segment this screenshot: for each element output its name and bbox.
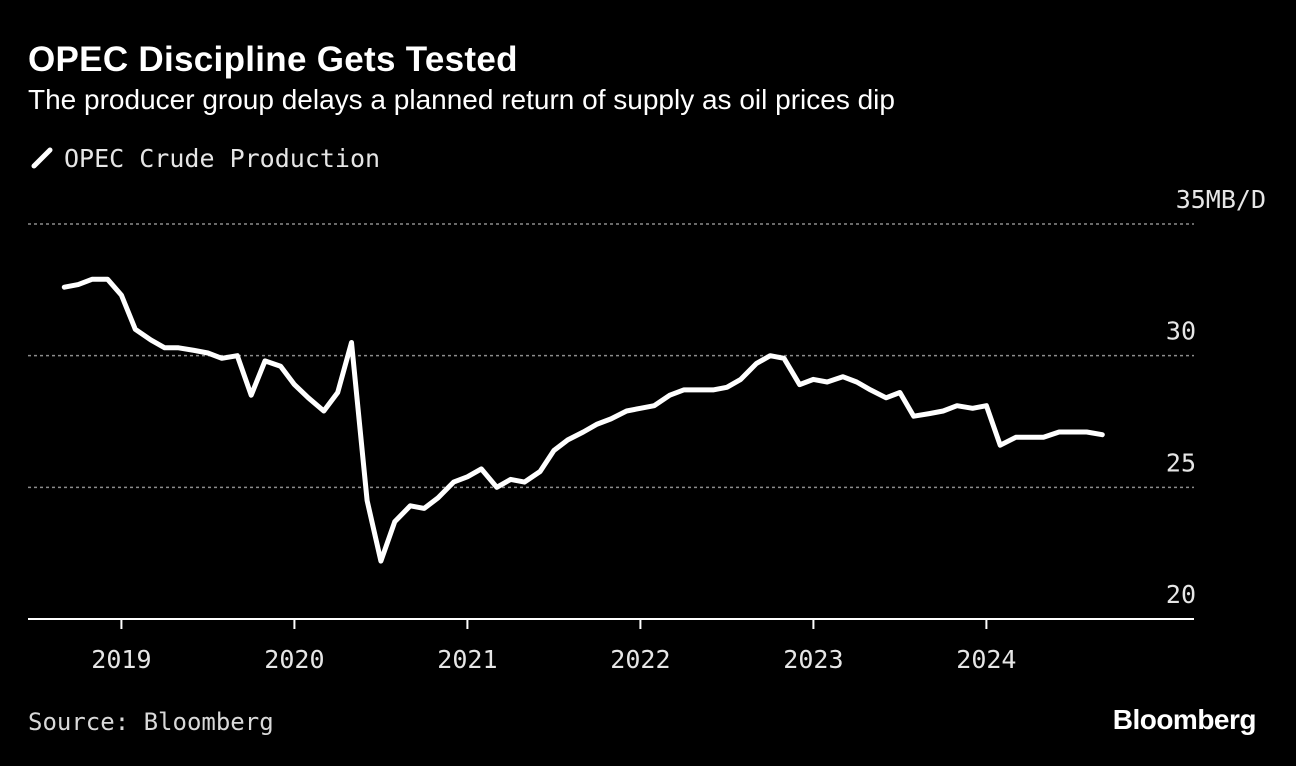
data-point (551, 448, 556, 453)
y-tick-label-35: 35MB/D (1176, 185, 1266, 214)
x-tick-label-2020: 2020 (264, 645, 324, 674)
data-point (349, 340, 354, 345)
data-point (1041, 435, 1046, 440)
data-point (782, 356, 787, 361)
series-line-opec-crude-production (61, 276, 1105, 564)
data-point (335, 390, 340, 395)
data-point (479, 466, 484, 471)
data-point (754, 361, 759, 366)
data-point (1013, 435, 1018, 440)
data-point (90, 277, 95, 282)
source-note: Source: Bloomberg (28, 708, 274, 736)
x-tick-label-2023: 2023 (783, 645, 843, 674)
data-point (162, 345, 167, 350)
legend-label: OPEC Crude Production (64, 143, 381, 173)
data-point (811, 377, 816, 382)
data-point (321, 409, 326, 414)
x-tick-label-2022: 2022 (610, 645, 670, 674)
data-point (797, 382, 802, 387)
data-point (105, 277, 110, 282)
data-point (76, 282, 81, 287)
data-point (840, 374, 845, 379)
x-axis-labels: 2019 2020 2021 2022 2023 2024 (91, 645, 1016, 674)
data-point (911, 414, 916, 419)
x-axis (28, 618, 1194, 629)
series-layer (61, 276, 1105, 564)
data-point (897, 390, 902, 395)
data-point (667, 393, 672, 398)
data-point (1070, 430, 1075, 435)
data-point (854, 380, 859, 385)
bloomberg-logo: Bloomberg (1112, 704, 1257, 735)
data-point (192, 348, 197, 353)
data-point (868, 387, 873, 392)
data-point (1100, 432, 1105, 437)
data-point (508, 477, 513, 482)
data-point (292, 382, 297, 387)
data-point (609, 416, 614, 421)
data-point (681, 387, 686, 392)
data-point (494, 485, 499, 490)
data-point (263, 358, 268, 363)
data-point (451, 480, 456, 485)
x-tick-label-2021: 2021 (437, 645, 497, 674)
data-point (825, 380, 830, 385)
data-point (205, 351, 210, 356)
data-point (378, 559, 383, 564)
data-point (955, 403, 960, 408)
y-tick-label-20: 20 (1166, 580, 1196, 609)
data-point (522, 480, 527, 485)
data-point (595, 422, 600, 427)
data-point (538, 469, 543, 474)
data-point (148, 337, 153, 342)
data-point (306, 395, 311, 400)
data-point (941, 409, 946, 414)
data-point (392, 519, 397, 524)
data-point (695, 387, 700, 392)
data-point (62, 285, 67, 290)
data-point (249, 393, 254, 398)
data-point (365, 498, 370, 503)
data-point (235, 353, 240, 358)
chart-subtitle: The producer group delays a planned retu… (28, 84, 895, 115)
y-tick-label-25: 25 (1166, 448, 1196, 477)
data-point (638, 406, 643, 411)
chart-title: OPEC Discipline Gets Tested (28, 40, 518, 79)
data-point (711, 387, 716, 392)
data-point (278, 364, 283, 369)
data-point (927, 411, 932, 416)
y-tick-label-30: 30 (1166, 317, 1196, 346)
data-point (768, 353, 773, 358)
y-axis-labels: 35MB/D 30 25 20 (1166, 185, 1266, 609)
x-tick-label-2024: 2024 (956, 645, 1016, 674)
chart-legend: OPEC Crude Production (30, 140, 380, 176)
data-point (624, 409, 629, 414)
data-point (465, 474, 470, 479)
data-point (219, 356, 224, 361)
gridlines (28, 223, 1194, 489)
data-point (133, 327, 138, 332)
data-point (1027, 435, 1032, 440)
data-point (1084, 430, 1089, 435)
data-point (581, 430, 586, 435)
data-point (119, 293, 124, 298)
data-point (998, 443, 1003, 448)
data-point (565, 437, 570, 442)
data-point (1057, 430, 1062, 435)
data-point (436, 495, 441, 500)
data-point (408, 503, 413, 508)
data-point (970, 406, 975, 411)
data-point (422, 506, 427, 511)
data-point (738, 377, 743, 382)
data-point (176, 345, 181, 350)
data-point (724, 385, 729, 390)
data-point (652, 403, 657, 408)
data-point (884, 395, 889, 400)
data-point (984, 403, 989, 408)
legend-line-icon (31, 147, 53, 169)
x-tick-label-2019: 2019 (91, 645, 151, 674)
